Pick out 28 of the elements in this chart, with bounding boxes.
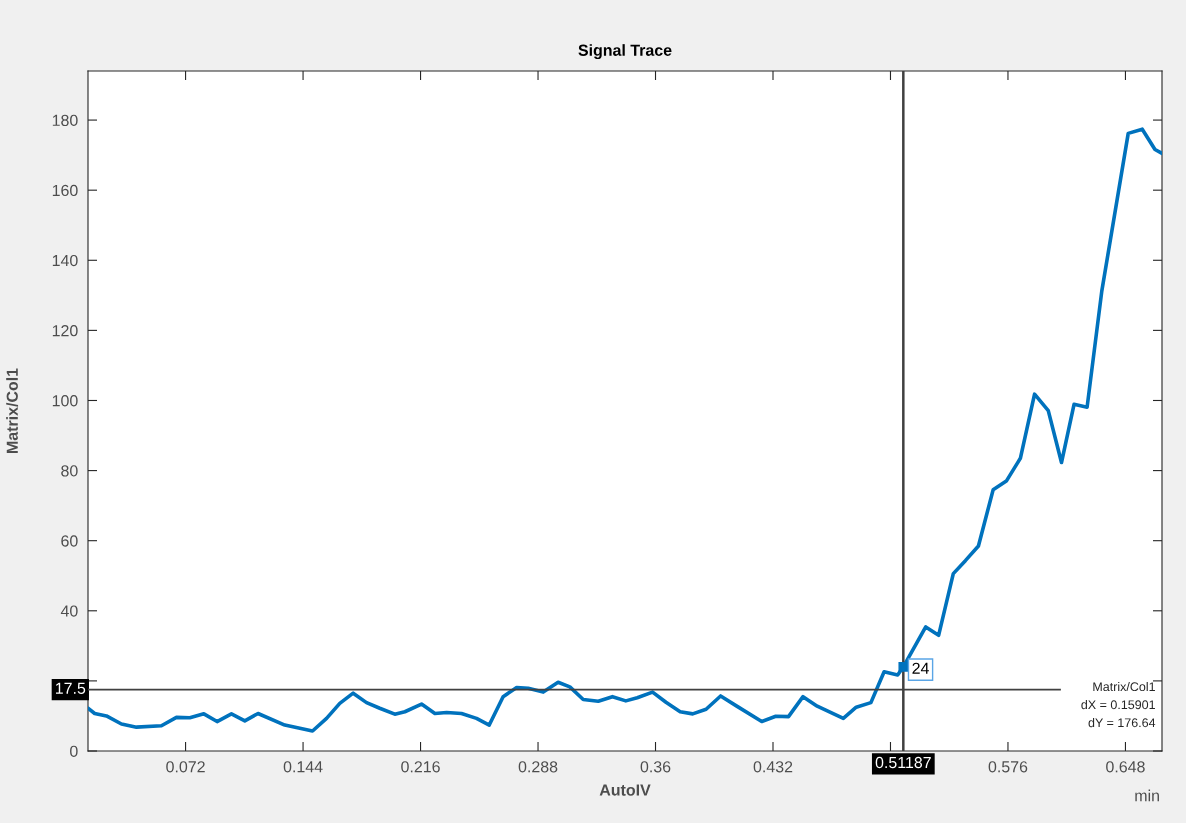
y-tick-label: 140: [52, 254, 78, 267]
annotation: dY = 176.64: [1088, 717, 1156, 728]
x-tick-label: 0.648: [1106, 761, 1145, 773]
y-tick-label: 100: [52, 395, 78, 407]
y-tick-label: 40: [60, 605, 78, 617]
x-tick-label: 0.288: [518, 761, 558, 773]
x-tick-label: 0.36: [640, 761, 671, 773]
x-tick-label: 0.144: [283, 761, 323, 773]
annotation: Matrix/Col1: [1093, 681, 1155, 692]
x-axis-title: AutoIV: [599, 784, 651, 796]
y-axis-title: Matrix/Col1: [6, 368, 19, 453]
line-series: [88, 127, 1162, 733]
annotation: dX = 0.15901: [1081, 699, 1155, 710]
chart-title: Signal Trace: [578, 44, 672, 60]
y-tick-label: 180: [52, 114, 78, 127]
x-tick-label: 0.072: [166, 761, 205, 773]
y-tick-label: 60: [61, 535, 78, 547]
y-tick-label: 120: [52, 325, 78, 337]
y-tick-label: 80: [61, 465, 78, 477]
y-tick-label: 160: [52, 184, 78, 197]
y-tick-label: 0: [70, 745, 78, 757]
x-tick-label: 0.216: [401, 761, 440, 773]
text: min: [1135, 789, 1159, 802]
x-tick-label: 0.432: [753, 761, 793, 773]
annotation: 24: [912, 662, 929, 674]
ref-line-label: 0.51187: [875, 756, 931, 769]
ref-line-label: 17.5: [55, 682, 86, 694]
x-tick-label: 0.576: [988, 761, 1028, 773]
